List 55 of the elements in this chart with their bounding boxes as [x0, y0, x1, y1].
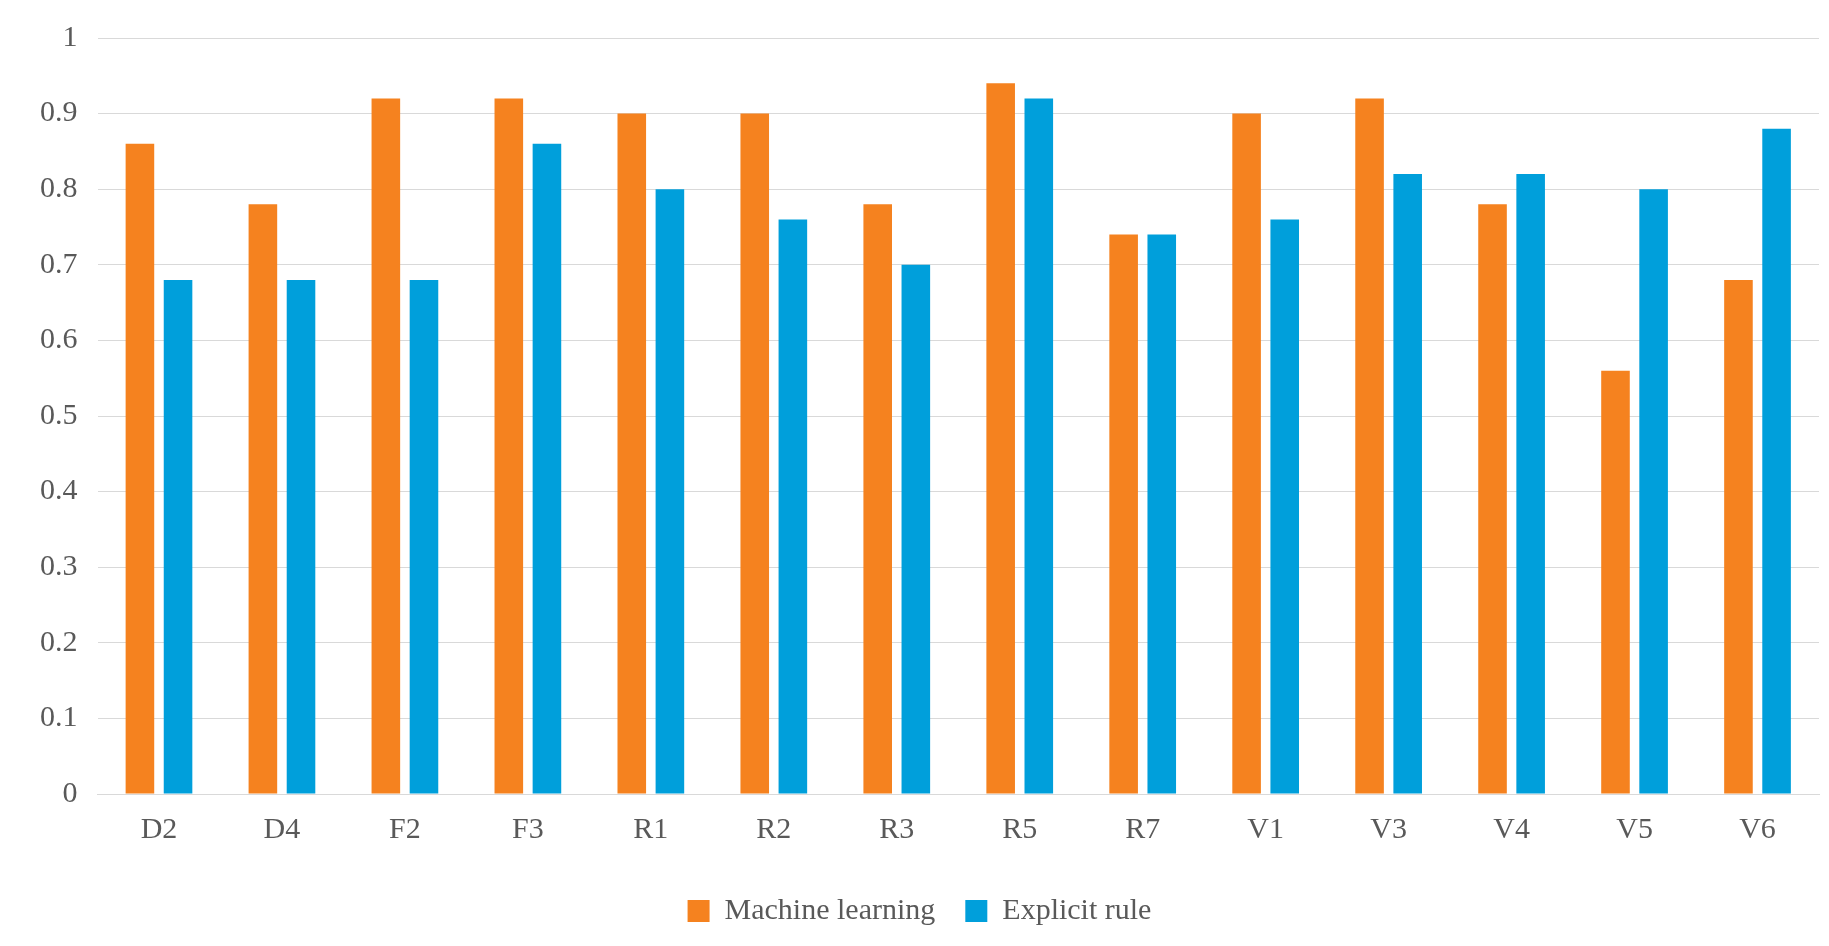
y-tick-label: 0.9 [40, 94, 78, 128]
y-tick-label: 0.4 [40, 472, 78, 506]
bar [1147, 234, 1177, 794]
bar [1270, 219, 1300, 794]
x-tick-label: F3 [512, 810, 544, 844]
bar [1724, 279, 1753, 794]
y-tick-label: 0.2 [40, 623, 78, 657]
bar [1639, 189, 1668, 794]
bar [1516, 174, 1545, 794]
x-tick-label: R2 [756, 810, 792, 844]
bar [778, 219, 808, 794]
x-tick-label: V5 [1616, 810, 1653, 844]
x-tick-label: V6 [1739, 810, 1776, 844]
y-tick-label: 0.6 [40, 321, 78, 355]
y-tick-label: 0.3 [40, 548, 78, 582]
x-tick-label: V1 [1247, 810, 1284, 844]
x-tick-label: R5 [1002, 810, 1038, 844]
bar [1478, 204, 1507, 794]
bar [863, 204, 892, 794]
x-tick-label: R7 [1125, 810, 1161, 844]
bar [532, 143, 562, 794]
bar [125, 143, 155, 794]
bar [494, 98, 524, 794]
bar [1232, 113, 1261, 794]
bar [1109, 234, 1138, 794]
bar [409, 279, 439, 794]
y-tick-label: 1 [62, 18, 78, 52]
bar [986, 83, 1015, 794]
x-tick-label: D2 [140, 810, 178, 844]
bar [617, 113, 647, 794]
bar [1393, 174, 1422, 794]
y-tick-label: 0.7 [40, 245, 78, 279]
legend-label: Machine learning [724, 891, 936, 925]
y-tick-label: 0.5 [40, 396, 78, 430]
y-tick-label: 0.8 [40, 170, 78, 204]
bar [371, 98, 401, 794]
bar [1762, 128, 1791, 794]
x-tick-label: D4 [263, 810, 301, 844]
bar [248, 204, 278, 794]
legend-label: Explicit rule [1002, 891, 1152, 925]
bar [163, 279, 193, 794]
bar [1355, 98, 1384, 794]
bar [1601, 370, 1630, 794]
y-tick-label: 0.1 [40, 699, 78, 733]
x-tick-label: V3 [1370, 810, 1407, 844]
bar [655, 189, 685, 794]
bar [286, 279, 316, 794]
bar [901, 264, 931, 794]
y-tick-label: 0 [62, 774, 78, 808]
bar [1024, 98, 1054, 794]
x-tick-label: F2 [389, 810, 421, 844]
bar [740, 113, 770, 794]
x-tick-label: R3 [879, 810, 915, 844]
x-tick-label: V4 [1493, 810, 1530, 844]
x-tick-label: R1 [633, 810, 669, 844]
